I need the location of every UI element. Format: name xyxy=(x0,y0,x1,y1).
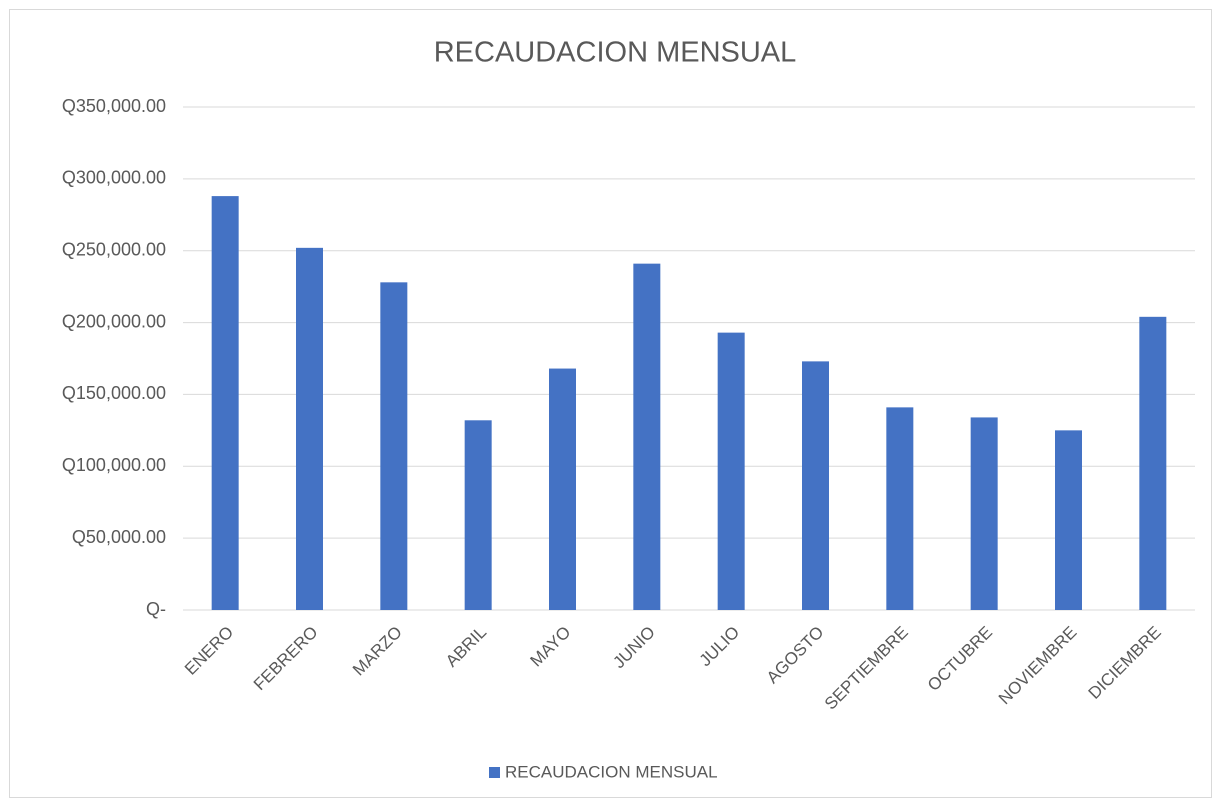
bar xyxy=(886,407,914,610)
bar xyxy=(211,196,239,611)
y-tick-label: Q50,000.00 xyxy=(72,527,166,547)
y-tick-label: Q350,000.00 xyxy=(62,96,166,116)
bar xyxy=(380,282,408,610)
bar xyxy=(802,361,829,610)
bar xyxy=(633,263,661,610)
chart-frame xyxy=(9,9,1212,798)
y-tick-label: Q250,000.00 xyxy=(62,239,166,259)
bar xyxy=(1055,430,1082,610)
y-tick-label: Q300,000.00 xyxy=(62,168,166,188)
bar xyxy=(717,332,745,610)
bar xyxy=(549,368,576,610)
y-tick-label: Q150,000.00 xyxy=(62,383,166,403)
bar xyxy=(970,417,998,610)
y-tick-label: Q200,000.00 xyxy=(62,311,166,331)
y-tick-label: Q- xyxy=(146,599,166,619)
bar xyxy=(1139,316,1167,610)
legend-swatch xyxy=(489,767,500,778)
bar xyxy=(296,247,323,610)
y-tick-label: Q100,000.00 xyxy=(62,455,166,475)
legend-label: RECAUDACION MENSUAL xyxy=(505,762,718,781)
chart-title: RECAUDACION MENSUAL xyxy=(434,37,797,69)
bar xyxy=(464,420,492,610)
